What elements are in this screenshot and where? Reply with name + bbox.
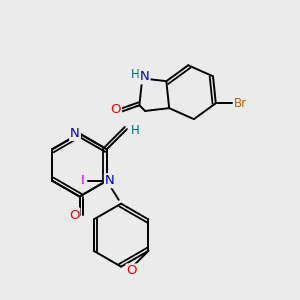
Text: O: O	[127, 265, 137, 278]
Text: O: O	[111, 103, 121, 116]
Text: N: N	[70, 127, 80, 140]
Text: Br: Br	[234, 97, 247, 110]
Text: N: N	[140, 70, 149, 83]
Text: H: H	[131, 68, 140, 81]
Text: O: O	[69, 208, 80, 222]
Text: I: I	[80, 174, 84, 187]
Text: H: H	[131, 124, 140, 137]
Text: N: N	[105, 174, 115, 187]
